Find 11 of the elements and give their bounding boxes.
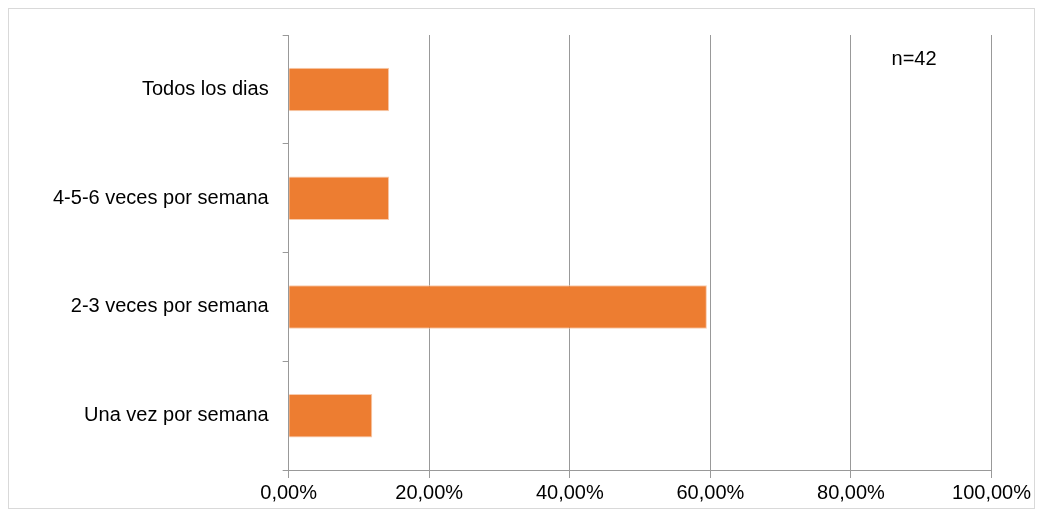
x-tick-label: 100,00% <box>952 480 1032 503</box>
x-tick-label: 0,00% <box>260 480 318 503</box>
x-tick-label: 60,00% <box>676 480 745 503</box>
annotation: n=42 <box>891 46 937 69</box>
x-tick-label: 80,00% <box>817 480 886 503</box>
y-tick-label: 4-5-6 veces por semana <box>52 185 270 208</box>
y-tick-label: 2-3 veces por semana <box>70 294 270 317</box>
y-tick-label: Todos los dias <box>141 76 269 99</box>
x-tick-label: 40,00% <box>535 480 604 503</box>
y-tick-label: Una vez por semana <box>84 403 270 426</box>
x-tick-label: 20,00% <box>395 480 464 503</box>
